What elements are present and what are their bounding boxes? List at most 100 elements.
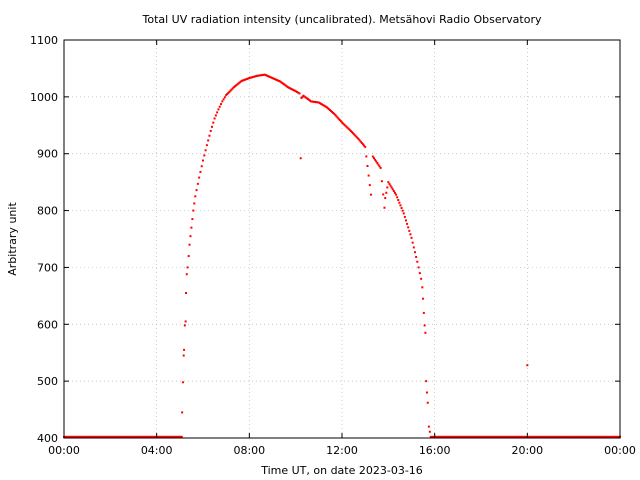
trace-dot <box>469 435 472 438</box>
trace-dot <box>200 165 203 168</box>
trace-dot <box>546 435 549 438</box>
trace-dot <box>605 435 608 438</box>
trace-dot <box>101 435 104 438</box>
trace-dot <box>278 80 281 83</box>
trace-dot <box>548 435 551 438</box>
trace-dot <box>408 229 411 232</box>
trace-dot <box>451 435 454 438</box>
trace-dot <box>108 435 111 438</box>
trace-dot <box>375 160 378 163</box>
trace-dot <box>173 435 176 438</box>
trace-dot <box>275 79 278 82</box>
trace-dot <box>616 435 619 438</box>
y-tick-label: 1000 <box>30 91 58 104</box>
trace-dot <box>272 77 275 80</box>
trace-dot <box>398 201 401 204</box>
trace-dot <box>390 186 393 189</box>
trace-dot <box>503 435 506 438</box>
trace-dot <box>79 435 82 438</box>
y-tick-label: 400 <box>37 432 58 445</box>
trace-dot <box>411 241 414 244</box>
trace-dot <box>447 435 450 438</box>
trace-dot <box>327 108 330 111</box>
trace-dot <box>309 99 312 102</box>
trace-dot <box>75 435 78 438</box>
trace-dot <box>293 89 296 92</box>
trace-dot <box>167 435 170 438</box>
trace-dot <box>389 184 392 187</box>
trace-dot <box>323 104 326 107</box>
trace-dot <box>524 435 527 438</box>
trace-dot <box>535 435 538 438</box>
trace-dot <box>570 435 573 438</box>
trace-dot <box>601 435 604 438</box>
trace-dot <box>534 435 537 438</box>
trace-dot <box>239 80 242 83</box>
trace-dot <box>166 435 169 438</box>
trace-dot <box>67 435 70 438</box>
trace-dot <box>614 435 617 438</box>
trace-dot <box>154 435 157 438</box>
trace-dot <box>555 435 558 438</box>
trace-dot <box>409 233 412 236</box>
trace-dot <box>463 435 466 438</box>
trace-dot <box>480 435 483 438</box>
trace-dot <box>264 74 267 77</box>
trace-dot <box>385 191 388 194</box>
trace-dot <box>489 435 492 438</box>
trace-dot <box>246 77 249 80</box>
trace-dot <box>445 435 448 438</box>
trace-dot <box>349 129 352 132</box>
trace-dot <box>357 138 360 141</box>
trace-dot <box>191 218 194 221</box>
trace-dot <box>98 435 101 438</box>
trace-dot <box>102 435 105 438</box>
trace-dot <box>314 101 317 104</box>
trace-dot <box>97 435 100 438</box>
data-point <box>421 286 424 289</box>
trace-dot <box>365 155 368 158</box>
trace-dot <box>485 435 488 438</box>
data-point <box>423 324 426 327</box>
trace-dot <box>267 75 270 78</box>
trace-dot <box>353 133 356 136</box>
trace-dot <box>162 435 165 438</box>
trace-dot <box>243 78 246 81</box>
trace-dot <box>223 96 226 99</box>
data-point <box>248 77 251 80</box>
trace-dot <box>104 435 107 438</box>
trace-dot <box>86 435 89 438</box>
data-point <box>426 401 429 404</box>
trace-dot <box>73 435 76 438</box>
trace-dot <box>550 435 553 438</box>
data-point <box>188 243 191 246</box>
trace-dot <box>400 207 403 210</box>
x-tick-label: 00:00 <box>604 444 636 457</box>
trace-dot <box>338 119 341 122</box>
trace-dot <box>345 125 348 128</box>
trace-dot <box>125 435 128 438</box>
trace-dot <box>568 435 571 438</box>
trace-dot <box>496 435 499 438</box>
trace-dot <box>539 435 542 438</box>
trace-dot <box>495 435 498 438</box>
trace-dot <box>532 435 535 438</box>
trace-dot <box>439 435 442 438</box>
trace-dot <box>487 435 490 438</box>
trace-dot <box>144 435 147 438</box>
x-axis-label: Time UT, on date 2023-03-16 <box>260 464 423 477</box>
trace-dot <box>388 182 391 185</box>
trace-dot <box>452 435 455 438</box>
data-point <box>225 94 228 97</box>
trace-dot <box>538 435 541 438</box>
trace-dot <box>95 435 98 438</box>
trace-dot <box>572 435 575 438</box>
trace-dot <box>260 74 263 77</box>
trace-dot <box>268 75 271 78</box>
trace-dot <box>537 435 540 438</box>
trace-dot <box>71 435 74 438</box>
trace-dot <box>290 87 293 90</box>
grid-lines <box>64 40 620 438</box>
trace-dot <box>189 235 192 238</box>
data-point <box>183 324 186 327</box>
